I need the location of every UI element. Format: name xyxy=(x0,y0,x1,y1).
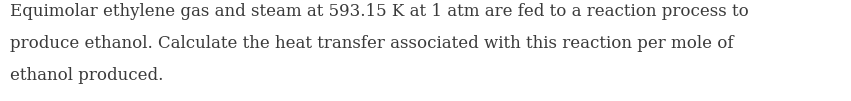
Text: produce ethanol. Calculate the heat transfer associated with this reaction per m: produce ethanol. Calculate the heat tran… xyxy=(10,35,734,52)
Text: Equimolar ethylene gas and steam at 593.15 K at 1 atm are fed to a reaction proc: Equimolar ethylene gas and steam at 593.… xyxy=(10,3,749,20)
Text: ethanol produced.: ethanol produced. xyxy=(10,67,163,84)
